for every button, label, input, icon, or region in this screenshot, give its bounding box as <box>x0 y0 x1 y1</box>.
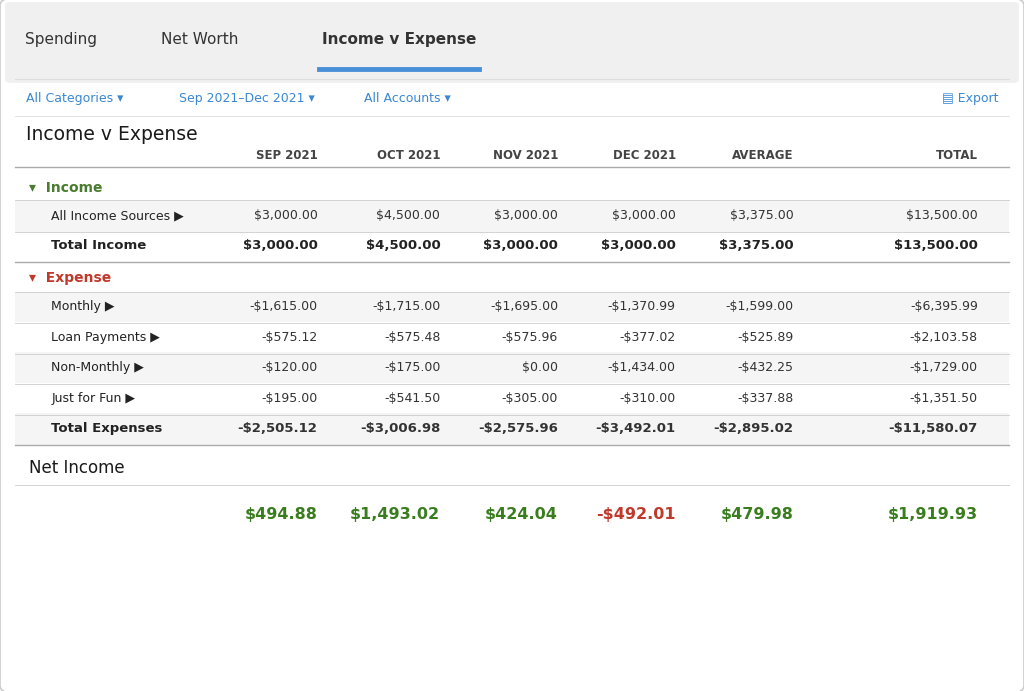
Text: -$575.96: -$575.96 <box>502 331 558 343</box>
Text: -$575.48: -$575.48 <box>384 331 440 343</box>
Text: Just for Fun ▶: Just for Fun ▶ <box>51 392 135 404</box>
Bar <box>15 413 1009 445</box>
Text: Net Worth: Net Worth <box>161 32 239 47</box>
Text: AVERAGE: AVERAGE <box>732 149 794 162</box>
Text: $3,000.00: $3,000.00 <box>612 209 676 222</box>
Text: -$2,505.12: -$2,505.12 <box>238 422 317 435</box>
Text: -$2,895.02: -$2,895.02 <box>714 422 794 435</box>
Text: Net Income: Net Income <box>29 460 124 477</box>
Text: All Categories ▾: All Categories ▾ <box>26 92 123 104</box>
Text: All Accounts ▾: All Accounts ▾ <box>364 92 451 104</box>
Bar <box>15 200 1009 232</box>
Text: $424.04: $424.04 <box>485 507 558 522</box>
Text: $3,375.00: $3,375.00 <box>719 240 794 252</box>
Text: $3,000.00: $3,000.00 <box>495 209 558 222</box>
Text: -$492.01: -$492.01 <box>596 507 676 522</box>
Text: $479.98: $479.98 <box>721 507 794 522</box>
Bar <box>15 383 1009 415</box>
Text: ▾  Income: ▾ Income <box>29 181 102 195</box>
Text: OCT 2021: OCT 2021 <box>377 149 440 162</box>
Text: -$541.50: -$541.50 <box>384 392 440 404</box>
Text: Non-Monthly ▶: Non-Monthly ▶ <box>51 361 144 374</box>
FancyBboxPatch shape <box>5 2 1019 83</box>
Text: $3,375.00: $3,375.00 <box>730 209 794 222</box>
Text: -$1,715.00: -$1,715.00 <box>372 301 440 313</box>
Text: -$1,434.00: -$1,434.00 <box>608 361 676 374</box>
Text: -$11,580.07: -$11,580.07 <box>889 422 978 435</box>
Text: -$575.12: -$575.12 <box>261 331 317 343</box>
Text: ▾  Expense: ▾ Expense <box>29 272 111 285</box>
Text: -$525.89: -$525.89 <box>737 331 794 343</box>
Text: $3,000.00: $3,000.00 <box>483 240 558 252</box>
Text: Total Expenses: Total Expenses <box>51 422 163 435</box>
Text: -$2,575.96: -$2,575.96 <box>478 422 558 435</box>
Bar <box>15 322 1009 354</box>
Text: $1,493.02: $1,493.02 <box>350 507 440 522</box>
Text: -$6,395.99: -$6,395.99 <box>910 301 978 313</box>
Text: -$120.00: -$120.00 <box>261 361 317 374</box>
Text: $0.00: $0.00 <box>522 361 558 374</box>
Text: All Income Sources ▶: All Income Sources ▶ <box>51 209 184 222</box>
Text: $3,000.00: $3,000.00 <box>254 209 317 222</box>
Text: -$377.02: -$377.02 <box>620 331 676 343</box>
Text: Total Income: Total Income <box>51 240 146 252</box>
Text: Sep 2021–Dec 2021 ▾: Sep 2021–Dec 2021 ▾ <box>179 92 315 104</box>
Text: $1,919.93: $1,919.93 <box>888 507 978 522</box>
Text: -$432.25: -$432.25 <box>737 361 794 374</box>
Text: Loan Payments ▶: Loan Payments ▶ <box>51 331 160 343</box>
Bar <box>15 352 1009 384</box>
Text: $494.88: $494.88 <box>245 507 317 522</box>
Text: $4,500.00: $4,500.00 <box>366 240 440 252</box>
Text: -$2,103.58: -$2,103.58 <box>909 331 978 343</box>
Text: -$1,695.00: -$1,695.00 <box>489 301 558 313</box>
Text: NOV 2021: NOV 2021 <box>493 149 558 162</box>
Text: -$310.00: -$310.00 <box>620 392 676 404</box>
Text: -$3,006.98: -$3,006.98 <box>360 422 440 435</box>
Text: -$195.00: -$195.00 <box>261 392 317 404</box>
Text: DEC 2021: DEC 2021 <box>612 149 676 162</box>
Text: -$1,351.50: -$1,351.50 <box>909 392 978 404</box>
Text: -$1,599.00: -$1,599.00 <box>725 301 794 313</box>
Text: $3,000.00: $3,000.00 <box>601 240 676 252</box>
Text: -$1,729.00: -$1,729.00 <box>909 361 978 374</box>
Text: Monthly ▶: Monthly ▶ <box>51 301 115 313</box>
Text: Income v Expense: Income v Expense <box>323 32 476 47</box>
Text: -$175.00: -$175.00 <box>384 361 440 374</box>
Text: $13,500.00: $13,500.00 <box>906 209 978 222</box>
Text: TOTAL: TOTAL <box>936 149 978 162</box>
Text: -$305.00: -$305.00 <box>502 392 558 404</box>
Text: $13,500.00: $13,500.00 <box>894 240 978 252</box>
Text: $4,500.00: $4,500.00 <box>377 209 440 222</box>
Text: -$1,615.00: -$1,615.00 <box>249 301 317 313</box>
Bar <box>15 292 1009 323</box>
Text: Spending: Spending <box>26 32 97 47</box>
Text: ▤ Export: ▤ Export <box>942 92 998 104</box>
Text: $3,000.00: $3,000.00 <box>243 240 317 252</box>
Text: Income v Expense: Income v Expense <box>26 125 198 144</box>
Text: -$337.88: -$337.88 <box>737 392 794 404</box>
Text: -$1,370.99: -$1,370.99 <box>608 301 676 313</box>
Text: SEP 2021: SEP 2021 <box>256 149 317 162</box>
Text: -$3,492.01: -$3,492.01 <box>596 422 676 435</box>
